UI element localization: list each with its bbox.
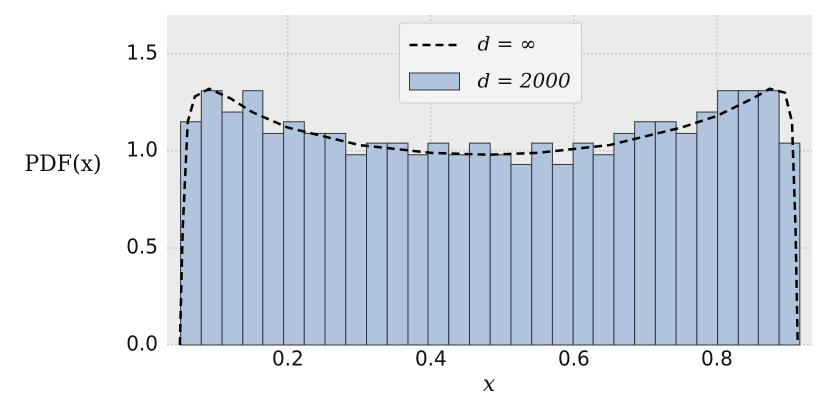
marks	[178, 87, 801, 346]
x-axis-label: x	[483, 372, 496, 397]
bar	[366, 142, 388, 346]
bar	[386, 142, 409, 346]
bar	[448, 154, 470, 346]
bar	[613, 132, 636, 346]
bar	[427, 142, 450, 346]
x-tick-label: 0.2	[272, 347, 304, 371]
bar	[489, 154, 512, 346]
y-tick-label: 1.5	[126, 40, 158, 64]
bar	[592, 154, 615, 346]
curve	[178, 87, 799, 346]
bar	[345, 154, 368, 346]
y-tick-label: 1.0	[126, 137, 158, 161]
bar	[654, 121, 677, 346]
bar	[303, 132, 326, 346]
bar	[324, 132, 347, 346]
bar	[242, 90, 264, 346]
bar	[675, 132, 698, 346]
bar	[468, 142, 491, 346]
bar	[696, 111, 719, 346]
x-tick-label: 0.6	[558, 347, 590, 371]
legend-label: d = 2000	[478, 69, 571, 93]
bar	[407, 154, 429, 346]
legend: d = ∞ d = 2000	[399, 22, 582, 104]
y-tick-label: 0.0	[126, 332, 158, 356]
bar	[531, 142, 553, 346]
bar	[510, 163, 533, 346]
bar	[200, 90, 223, 346]
legend-patch	[409, 72, 460, 91]
bar	[572, 142, 594, 346]
labels: 0.0 0.5 1.0 1.5 0.2 0.4 0.6 0.8	[126, 40, 733, 370]
bar	[262, 132, 285, 346]
bar	[221, 111, 244, 346]
legend-label: d = ∞	[478, 32, 537, 56]
bar	[717, 90, 739, 346]
y-tick-label: 0.5	[126, 234, 158, 258]
bar	[634, 121, 656, 346]
x-tick-label: 0.4	[415, 347, 447, 371]
y-axis-label: PDF(x)	[24, 152, 101, 177]
bar	[283, 121, 305, 346]
bar	[737, 90, 759, 346]
bar	[551, 163, 574, 346]
bar	[757, 90, 780, 346]
x-tick-label: 0.8	[701, 347, 733, 371]
